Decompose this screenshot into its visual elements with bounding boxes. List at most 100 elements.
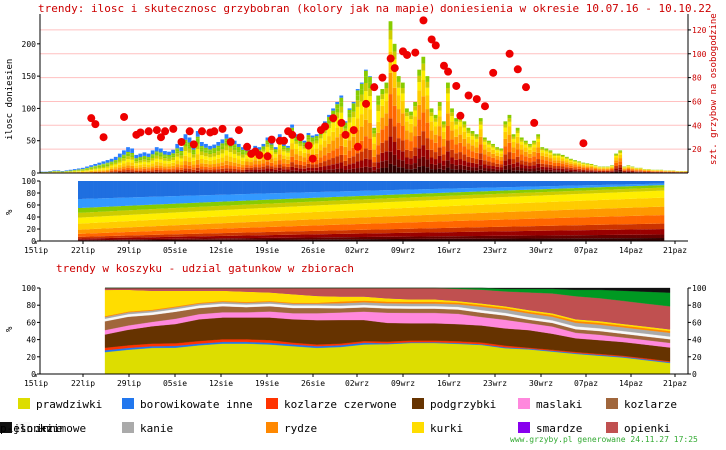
wet-segment xyxy=(269,193,274,200)
bar-segment xyxy=(507,142,512,153)
wet-segment xyxy=(480,187,485,192)
wet-segment xyxy=(206,239,212,241)
bar-segment xyxy=(195,138,200,142)
wet-segment xyxy=(480,191,485,195)
basket-y-tick-label: 0 xyxy=(31,370,36,379)
wet-segment xyxy=(445,238,450,241)
wet-column xyxy=(640,181,645,241)
wet-segment xyxy=(269,199,274,204)
wet-segment xyxy=(624,181,630,185)
bar-segment xyxy=(441,124,446,128)
bar-segment xyxy=(417,158,422,167)
bar-segment xyxy=(499,171,504,173)
wet-segment xyxy=(581,190,587,194)
bar-segment xyxy=(380,167,385,173)
bar-segment xyxy=(158,154,163,157)
wet-segment xyxy=(636,224,641,230)
wet-segment xyxy=(300,212,305,220)
wet-segment xyxy=(273,203,278,208)
wet-segment xyxy=(437,199,442,207)
wet-segment xyxy=(492,212,497,220)
wet-segment xyxy=(429,193,434,197)
bar-segment xyxy=(536,170,541,173)
wet-segment xyxy=(140,197,145,206)
yield-dot xyxy=(464,91,473,100)
bar-segment xyxy=(314,153,319,160)
yield-dot xyxy=(288,130,297,139)
wet-segment xyxy=(472,227,477,232)
bar-segment xyxy=(199,142,204,147)
wet-segment xyxy=(136,205,141,210)
wet-segment xyxy=(238,209,243,216)
wet-segment xyxy=(605,192,610,200)
bar-segment xyxy=(540,159,545,164)
wet-column xyxy=(425,181,430,241)
middle-chart xyxy=(78,181,665,241)
bar-segment xyxy=(130,171,135,173)
bar-segment xyxy=(236,150,241,153)
wet-segment xyxy=(144,239,149,241)
bar-segment xyxy=(597,170,602,172)
wet-segment xyxy=(550,188,555,192)
wet-segment xyxy=(113,237,118,240)
bar-segment xyxy=(232,166,237,169)
bar-segment xyxy=(446,167,450,173)
wet-segment xyxy=(140,209,145,215)
wet-segment xyxy=(394,222,399,230)
wet-segment xyxy=(288,213,294,221)
bar-segment xyxy=(515,133,520,137)
wet-segment xyxy=(105,198,110,207)
wet-segment xyxy=(515,226,520,232)
wet-segment xyxy=(578,209,583,218)
bar-segment xyxy=(302,157,307,163)
wet-segment xyxy=(148,209,153,214)
wet-segment xyxy=(406,215,411,223)
bar-segment xyxy=(577,162,582,163)
wet-segment xyxy=(136,214,141,221)
wet-segment xyxy=(179,181,184,196)
wet-segment xyxy=(511,226,516,232)
wet-segment xyxy=(445,206,450,215)
bar-segment xyxy=(253,164,258,168)
wet-segment xyxy=(449,238,454,241)
bar-segment xyxy=(281,151,286,156)
wet-segment xyxy=(288,181,294,193)
bar-segment xyxy=(392,105,397,127)
wet-segment xyxy=(288,206,294,214)
wet-segment xyxy=(417,189,423,194)
bar-segment xyxy=(257,149,262,151)
wet-segment xyxy=(214,228,219,234)
wet-segment xyxy=(527,186,532,190)
wet-column xyxy=(324,181,329,241)
wet-segment xyxy=(328,181,333,192)
bar-segment xyxy=(171,154,176,156)
legend-label: kurki xyxy=(430,422,463,435)
wet-segment xyxy=(542,235,548,239)
wet-segment xyxy=(499,231,505,236)
wet-segment xyxy=(136,181,141,198)
wet-segment xyxy=(527,218,532,227)
bar-segment xyxy=(208,169,212,172)
wet-segment xyxy=(93,211,98,217)
wet-segment xyxy=(562,209,567,218)
bar-segment xyxy=(368,138,372,150)
wet-segment xyxy=(156,181,161,197)
bar-segment xyxy=(245,167,249,170)
wet-segment xyxy=(144,196,149,205)
bar-segment xyxy=(302,171,307,173)
bar-segment xyxy=(195,136,200,139)
report-bar xyxy=(117,153,122,173)
basket-x-tick-label: 29lip xyxy=(117,379,141,388)
wet-segment xyxy=(476,238,481,241)
bar-segment xyxy=(117,153,122,158)
wet-segment xyxy=(656,234,661,239)
wet-segment xyxy=(226,232,231,236)
wet-segment xyxy=(249,221,255,228)
wet-segment xyxy=(316,211,321,220)
bar-segment xyxy=(347,164,352,170)
wet-segment xyxy=(359,217,364,224)
bar-segment xyxy=(622,172,627,173)
bar-segment xyxy=(351,101,356,104)
wet-column xyxy=(347,181,352,241)
